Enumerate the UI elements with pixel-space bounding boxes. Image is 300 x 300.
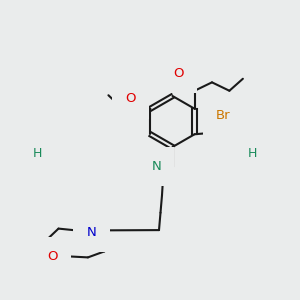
Text: Cl: Cl [231,147,243,160]
Text: -: - [242,147,246,160]
Text: O: O [125,92,136,106]
Text: Cl: Cl [16,147,29,160]
Text: N: N [152,160,161,173]
Text: N: N [87,226,96,239]
Text: H: H [248,147,257,160]
Text: -: - [27,147,32,160]
Text: O: O [47,250,58,263]
Text: O: O [173,67,184,80]
Text: Br: Br [216,109,231,122]
Text: H: H [138,160,147,173]
Text: H: H [33,147,42,160]
